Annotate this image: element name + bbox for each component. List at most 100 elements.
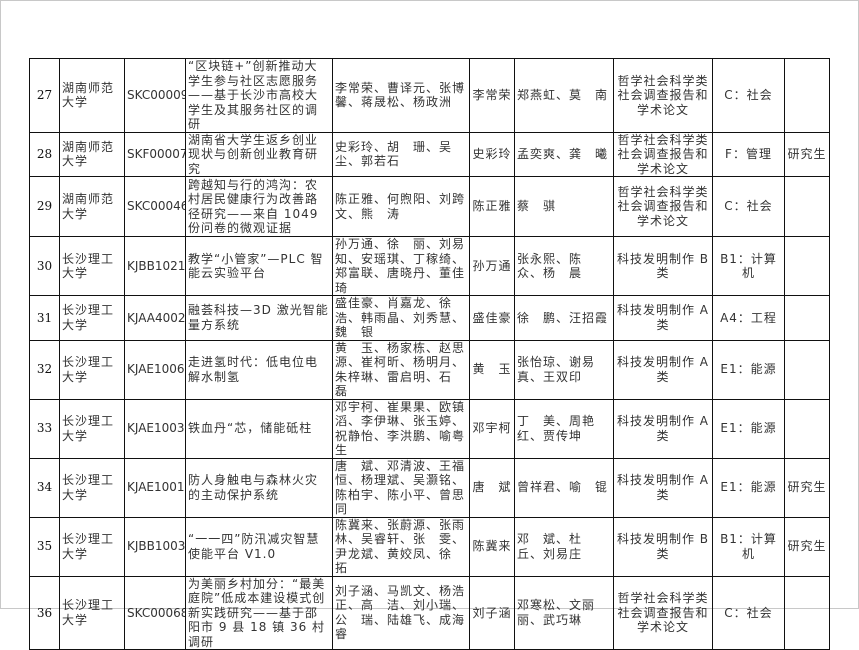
project-title: 为美丽乡村加分：“最美庭院”低成本建设模式创新实践研究——基于邵阳市 9 县 1… (185, 575, 333, 650)
team-leader: 黄 玉 (469, 339, 515, 400)
project-category: 科技发明制作 A 类 (613, 398, 713, 459)
school-name: 长沙理工大学 (59, 339, 125, 400)
team-leader: 唐 斌 (469, 457, 515, 518)
project-code: KJBB1003 (124, 516, 186, 577)
level-note (784, 176, 830, 237)
table-row: 30 长沙理工大学 KJBB1021 教学“小管家”—PLC 智能云实验平台 孙万通、徐… (29, 236, 830, 296)
project-category: 科技发明制作 B 类 (613, 236, 713, 296)
row-number: 36 (29, 575, 60, 650)
school-name: 湖南师范大学 (59, 176, 125, 237)
table-row: 35 长沙理工大学 KJBB1003 “一一四”防汛减灾智慧使能平台 V1.0 陈冀来、… (29, 516, 830, 577)
team-members: 邓宇柯、崔果果、欧镇滔、李伊琳、张玉婷、祝静怡、李洪鹏、喻粤生 (332, 398, 470, 459)
project-code: SKC00009 (124, 58, 186, 133)
project-group: E1：能源 (712, 339, 785, 400)
row-number: 31 (29, 295, 60, 341)
school-name: 长沙理工大学 (59, 398, 125, 459)
school-name: 长沙理工大学 (59, 575, 125, 650)
team-leader: 孙万通 (469, 236, 515, 296)
project-code: SKC00046 (124, 176, 186, 237)
level-note: 研究生 (784, 516, 830, 577)
team-members: 黄 玉、杨家栋、赵思源、崔柯昕、杨明月、朱梓琳、雷启明、石 磊 (332, 339, 470, 400)
advisors: 邓 斌、杜 丘、刘易庄 (514, 516, 614, 577)
level-note (784, 575, 830, 650)
team-members: 孙万通、徐 丽、刘易知、安瑶琪、丁稼绮、郑富联、唐晓丹、董佳琦 (332, 236, 470, 296)
school-name: 长沙理工大学 (59, 295, 125, 341)
school-name: 湖南师范大学 (59, 131, 125, 177)
team-leader: 史彩玲 (469, 131, 515, 177)
project-title: 跨越知与行的鸿沟：农村居民健康行为改善路径研究——来自 1049 份问卷的微观证… (185, 176, 333, 237)
team-leader: 盛佳豪 (469, 295, 515, 341)
project-category: 哲学社会科学类社会调查报告和学术论文 (613, 176, 713, 237)
project-code: KJAE1003 (124, 398, 186, 459)
row-number: 33 (29, 398, 60, 459)
table-row: 29 湖南师范大学 SKC00046 跨越知与行的鸿沟：农村居民健康行为改善路径研究—… (29, 176, 830, 237)
team-leader: 邓宇柯 (469, 398, 515, 459)
team-leader: 陈正雅 (469, 176, 515, 237)
project-code: KJAE1006 (124, 339, 186, 400)
team-leader: 陈冀来 (469, 516, 515, 577)
project-title: 防人身触电与森林火灾的主动保护系统 (185, 457, 333, 518)
project-group: C：社会 (712, 58, 785, 133)
project-table: 27 湖南师范大学 SKC00009 “区块链+”创新推动大学生参与社区志愿服务——基… (29, 58, 830, 650)
advisors: 徐 鹏、汪招霞 (514, 295, 614, 341)
project-code: KJAA4002 (124, 295, 186, 341)
team-members: 李常荣、曹译元、张博馨、蒋晟松、杨政洲 (332, 58, 470, 133)
project-category: 哲学社会科学类社会调查报告和学术论文 (613, 131, 713, 177)
project-code: KJAE1001 (124, 457, 186, 518)
team-leader: 刘子涵 (469, 575, 515, 650)
level-note (784, 295, 830, 341)
team-members: 盛佳豪、肖嘉龙、徐 浩、韩雨晶、刘秀慧、魏 银 (332, 295, 470, 341)
advisors: 曾祥君、喻 锟 (514, 457, 614, 518)
project-group: C：社会 (712, 176, 785, 237)
advisors: 丁 美、周艳红、贾传坤 (514, 398, 614, 459)
project-title: “区块链+”创新推动大学生参与社区志愿服务——基于长沙市高校大学生及其服务社区的… (185, 58, 333, 133)
school-name: 长沙理工大学 (59, 457, 125, 518)
row-number: 29 (29, 176, 60, 237)
school-name: 长沙理工大学 (59, 236, 125, 296)
project-title: 融荟科技—3D 激光智能量方系统 (185, 295, 333, 341)
advisors: 蔡 骐 (514, 176, 614, 237)
project-code: KJBB1021 (124, 236, 186, 296)
level-note (784, 58, 830, 133)
row-number: 34 (29, 457, 60, 518)
project-group: C：社会 (712, 575, 785, 650)
table-row: 32 长沙理工大学 KJAE1006 走进氢时代：低电位电解水制氢黄 玉、杨家栋、赵思… (29, 339, 830, 400)
project-group: A4：工程 (712, 295, 785, 341)
team-members: 陈冀来、张蔚源、张雨林、吴睿轩、张 雯、尹龙斌、黄姣凤、徐 拓 (332, 516, 470, 577)
project-code: SKF00007 (124, 131, 186, 177)
project-title: 湖南省大学生返乡创业现状与创新创业教育研究 (185, 131, 333, 177)
table-row: 31 长沙理工大学 KJAA4002 融荟科技—3D 激光智能量方系统 盛佳豪、肖嘉龙、… (29, 295, 830, 341)
project-category: 科技发明制作 B 类 (613, 516, 713, 577)
project-group: F：管理 (712, 131, 785, 177)
table-row: 34 长沙理工大学 KJAE1001 防人身触电与森林火灾的主动保护系统唐 斌、邓清波… (29, 457, 830, 518)
project-group: B1：计算机 (712, 236, 785, 296)
project-title: 走进氢时代：低电位电解水制氢 (185, 339, 333, 400)
project-title: 铁血丹“芯，储能砥柱 (185, 398, 333, 459)
level-note: 研究生 (784, 457, 830, 518)
row-number: 35 (29, 516, 60, 577)
level-note (784, 236, 830, 296)
level-note: 研究生 (784, 131, 830, 177)
row-number: 30 (29, 236, 60, 296)
project-group: E1：能源 (712, 457, 785, 518)
row-number: 32 (29, 339, 60, 400)
project-group: B1：计算机 (712, 516, 785, 577)
team-members: 史彩玲、胡 珊、吴 尘、郭若石 (332, 131, 470, 177)
project-title: 教学“小管家”—PLC 智能云实验平台 (185, 236, 333, 296)
project-category: 哲学社会科学类社会调查报告和学术论文 (613, 58, 713, 133)
advisors: 张永熙、陈 众、杨 晨 (514, 236, 614, 296)
row-number: 27 (29, 58, 60, 133)
advisors: 邓寒松、文丽丽、武巧琳 (514, 575, 614, 650)
project-category: 科技发明制作 A 类 (613, 457, 713, 518)
table-row: 33 长沙理工大学 KJAE1003 铁血丹“芯，储能砥柱 邓宇柯、崔果果、欧镇滔、李伊… (29, 398, 830, 459)
level-note (784, 339, 830, 400)
advisors: 郑燕虹、莫 南 (514, 58, 614, 133)
project-group: E1：能源 (712, 398, 785, 459)
team-members: 陈正雅、何煦阳、刘跨文、熊 涛 (332, 176, 470, 237)
team-members: 唐 斌、邓清波、王福恒、杨理斌、吴灏铭、陈柏宇、陈小平、曾思同 (332, 457, 470, 518)
row-number: 28 (29, 131, 60, 177)
team-members: 刘子涵、马凯文、杨浩正、高 洁、刘小瑞、公 瑞、陆雄飞、成海睿 (332, 575, 470, 650)
project-code: SKC00068 (124, 575, 186, 650)
table-row: 28 湖南师范大学 SKF00007 湖南省大学生返乡创业现状与创新创业教育研究 史彩玲… (29, 131, 830, 177)
team-leader: 李常荣 (469, 58, 515, 133)
